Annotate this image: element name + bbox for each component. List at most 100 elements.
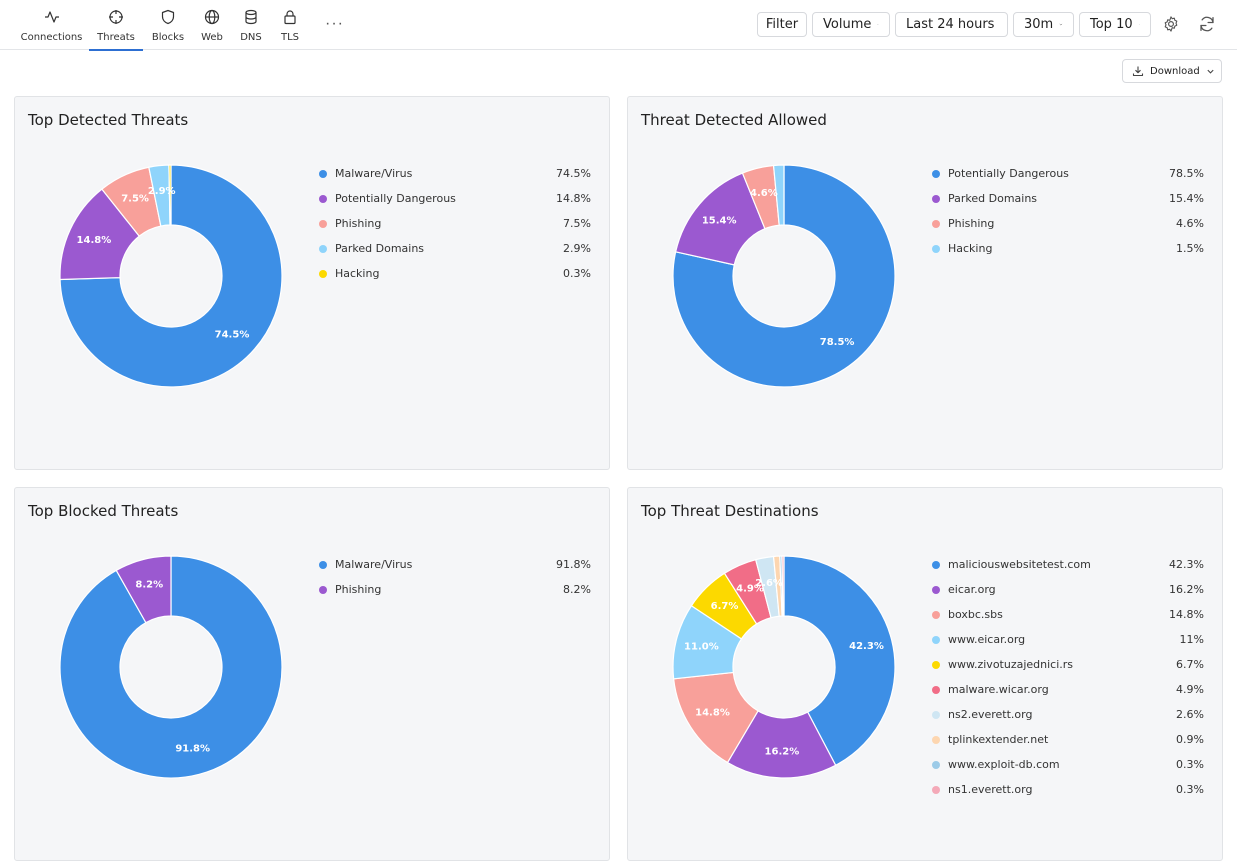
legend-label: Hacking [335, 267, 380, 280]
tab-tls[interactable]: TLS [275, 0, 305, 50]
panel-top-blocked-threats: Top Blocked Threats 91.8% 8.2% Malware/Vi… [14, 487, 610, 861]
download-button[interactable]: Download [1122, 59, 1222, 83]
legend-item[interactable]: Potentially Dangerous 14.8% [319, 186, 591, 211]
metric-value: Volume [823, 17, 872, 32]
legend-swatch [932, 169, 940, 178]
legend-value: 8.2% [563, 583, 591, 596]
legend-item[interactable]: malware.wicar.org 4.9% [932, 677, 1204, 702]
top-n-select[interactable]: Top 10 [1079, 12, 1151, 37]
filter-button[interactable]: Filter [757, 12, 807, 37]
panel-title: Top Blocked Threats [28, 502, 179, 520]
legend-value: 0.3% [1176, 758, 1204, 771]
legend-swatch [319, 560, 327, 569]
tab-label: Blocks [151, 32, 185, 43]
tab-label: Connections [20, 32, 83, 43]
slice-data-label: 15.4% [702, 216, 737, 227]
legend-item[interactable]: www.exploit-db.com 0.3% [932, 752, 1204, 777]
legend-item[interactable]: ns2.everett.org 2.6% [932, 702, 1204, 727]
slice-malware-virus[interactable] [59, 164, 283, 388]
slice-hacking[interactable] [772, 164, 785, 226]
legend-item[interactable]: Hacking 1.5% [932, 236, 1204, 261]
legend-value: 14.8% [556, 192, 591, 205]
legend-item[interactable]: Hacking 0.3% [319, 261, 591, 286]
top-n-value: Top 10 [1090, 17, 1133, 32]
legend-swatch [932, 194, 940, 203]
legend-item[interactable]: www.zivotuzajednici.rs 6.7% [932, 652, 1204, 677]
legend-value: 0.3% [563, 267, 591, 280]
metric-select[interactable]: Volume [812, 12, 890, 37]
legend-label: malware.wicar.org [948, 683, 1049, 696]
legend-item[interactable]: maliciouswebsitetest.com 42.3% [932, 552, 1204, 577]
legend-item[interactable]: ns1.everett.org 0.3% [932, 777, 1204, 802]
tab-blocks[interactable]: Blocks [149, 0, 187, 50]
refresh-icon [1200, 16, 1214, 32]
chart-legend: Malware/Virus 91.8% Phishing 8.2% [319, 552, 591, 602]
legend-label: Hacking [948, 242, 993, 255]
legend-label: maliciouswebsitetest.com [948, 558, 1091, 571]
slice-potentially-dangerous[interactable] [672, 164, 896, 388]
legend-item[interactable]: Potentially Dangerous 78.5% [932, 161, 1204, 186]
panel-title: Threat Detected Allowed [641, 111, 827, 129]
slice-maliciouswebsitetest-com[interactable] [783, 555, 896, 767]
chevron-down-icon [1207, 69, 1214, 74]
legend-item[interactable]: Phishing 4.6% [932, 211, 1204, 236]
tab-web[interactable]: Web [197, 0, 227, 50]
tab-label: Threats [97, 32, 135, 43]
donut-chart: 91.8% 8.2% [59, 555, 283, 779]
legend-value: 4.9% [1176, 683, 1204, 696]
tab-dns[interactable]: DNS [236, 0, 266, 50]
gear-icon [1164, 16, 1178, 32]
interval-select[interactable]: 30m [1013, 12, 1074, 37]
top-nav-bar: Connections Threats Blocks Web DNS TLS ·… [0, 0, 1237, 51]
refresh-button[interactable] [1196, 13, 1218, 35]
tab-threats[interactable]: Threats [89, 0, 143, 51]
legend-value: 91.8% [556, 558, 591, 571]
legend-value: 0.3% [1176, 783, 1204, 796]
legend-item[interactable]: boxbc.sbs 14.8% [932, 602, 1204, 627]
download-icon [1132, 66, 1144, 77]
shield-icon [161, 9, 175, 25]
filter-label: Filter [765, 17, 799, 32]
legend-label: ns1.everett.org [948, 783, 1033, 796]
tab-connections[interactable]: Connections [20, 0, 83, 50]
legend-swatch [319, 219, 327, 228]
legend-swatch [932, 785, 940, 794]
legend-item[interactable]: Parked Domains 15.4% [932, 186, 1204, 211]
legend-item[interactable]: Phishing 8.2% [319, 577, 591, 602]
legend-swatch [932, 610, 940, 619]
slice-data-label: 14.8% [77, 235, 112, 246]
legend-label: ns2.everett.org [948, 708, 1033, 721]
legend-item[interactable]: Phishing 7.5% [319, 211, 591, 236]
lock-icon [284, 10, 296, 25]
legend-item[interactable]: Malware/Virus 91.8% [319, 552, 591, 577]
panel-top-threat-destinations: Top Threat Destinations 42.3% 16.2% 14.8% 1… [627, 487, 1223, 861]
legend-label: boxbc.sbs [948, 608, 1003, 621]
slice-data-label: 8.2% [135, 579, 163, 590]
legend-item[interactable]: tplinkextender.net 0.9% [932, 727, 1204, 752]
legend-item[interactable]: eicar.org 16.2% [932, 577, 1204, 602]
legend-swatch [932, 735, 940, 744]
more-tabs-button[interactable]: ··· [325, 15, 344, 32]
slice-phishing[interactable] [115, 555, 172, 624]
legend-label: Phishing [335, 583, 382, 596]
slice-ns1-everett-org[interactable] [781, 555, 785, 617]
slice-malware-virus[interactable] [59, 555, 283, 779]
slice-data-label: 78.5% [820, 337, 855, 348]
legend-label: Parked Domains [335, 242, 425, 255]
legend-label: www.eicar.org [948, 633, 1026, 646]
legend-item[interactable]: www.eicar.org 11% [932, 627, 1204, 652]
slice-hacking[interactable] [168, 164, 172, 226]
legend-item[interactable]: Parked Domains 2.9% [319, 236, 591, 261]
tab-label: TLS [280, 32, 300, 43]
legend-swatch [319, 269, 327, 278]
slice-data-label: 4.6% [750, 188, 778, 199]
legend-label: Potentially Dangerous [335, 192, 456, 205]
legend-swatch [932, 660, 940, 669]
legend-swatch [319, 194, 327, 203]
settings-button[interactable] [1160, 13, 1182, 35]
slice-data-label: 42.3% [849, 641, 884, 652]
time-range-select[interactable]: Last 24 hours [895, 12, 1008, 37]
slice-data-label: 16.2% [765, 747, 800, 758]
legend-item[interactable]: Malware/Virus 74.5% [319, 161, 591, 186]
legend-value: 2.6% [1176, 708, 1204, 721]
